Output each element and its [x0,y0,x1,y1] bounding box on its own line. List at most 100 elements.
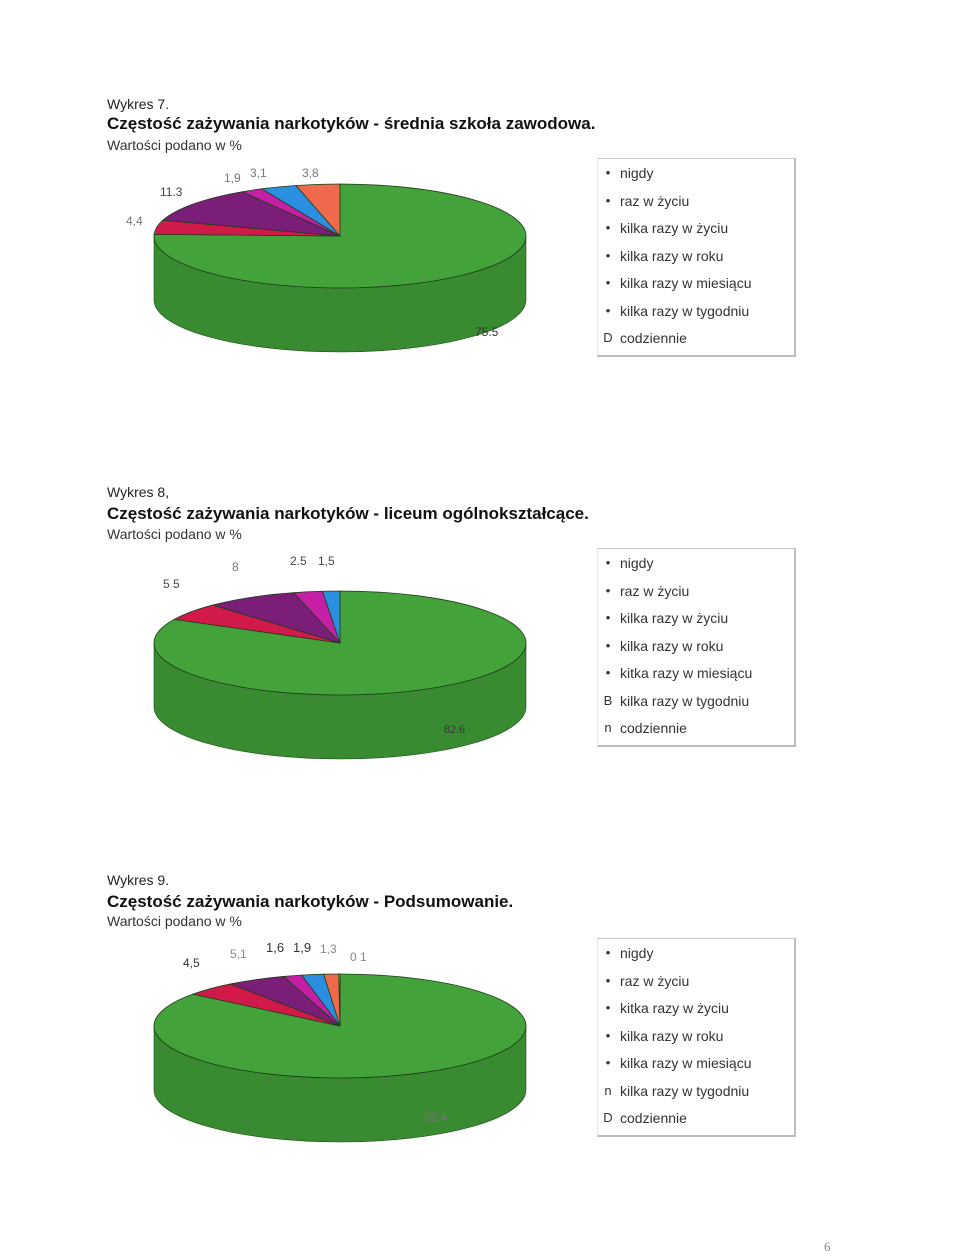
legend-label: kilka razy w tygodniu [620,1082,750,1099]
legend: • nigdy • raz w życiu • kitka razy w życiu • ki… [597,938,796,1137]
value-label: 0 1 [350,950,367,964]
legend-label: kilka razy w życiu [620,220,729,236]
legend-label: kitka razy w życiu [620,1000,729,1016]
pie-slice-codziennie [338,973,341,1027]
legend-marker: • [605,220,611,235]
legend-item: • kilka razy w roku [606,247,724,264]
value-label: 11.3 [160,185,183,199]
pie-slice-nigdy [153,973,527,1079]
legend-item: • kilka razy w miesiącu [606,275,752,291]
chart-subtitle: Wartości podano w % [107,913,242,929]
legend-label: raz w życiu [620,192,690,209]
legend-marker: • [605,972,611,988]
pie-slice-kilka-razy-w-tygodniu [295,183,341,238]
legend-label: kilka razy w miesiącu [620,275,752,291]
chart-subtitle: Wartości podano w % [107,526,242,542]
legend-marker: n [604,720,612,735]
pie-chart-9 [153,973,527,1143]
legend-item: n kilka razy w tygodniu [604,1082,750,1099]
pie-slice-kilka-razy-w-miesiącu [321,590,341,644]
legend-marker: • [605,1027,611,1043]
legend-marker: • [605,637,611,653]
value-label: 1,9 [224,171,241,185]
legend-marker: D [603,1110,613,1125]
value-label: 5,1 [230,947,247,961]
legend-label: kilka razy w roku [620,247,724,264]
legend-label: codziennie [620,1110,687,1126]
value-label: 3,1 [250,166,267,180]
legend-label: kilka razy w roku [620,1027,724,1044]
legend-label: nigdy [620,555,654,571]
legend-marker: B [603,692,613,708]
legend-label: codziennie [620,720,687,736]
value-label: 75.5 [475,325,499,339]
legend-item: • kitka razy w miesiącu [606,665,753,681]
legend-marker: • [605,610,611,625]
legend-label: codziennie [620,330,687,346]
chart-section-8: Wykres 8, Częstość zażywania narkotyków … [0,440,960,840]
legend-item: • kilka razy w roku [606,1027,724,1044]
legend-label: kilka razy w tygodniu [620,692,750,709]
legend-item: • nigdy [606,945,654,961]
chart-title: Częstość zażywania narkotyków - liceum o… [107,504,589,523]
legend-marker: • [605,302,611,318]
legend-item: n codziennie [604,720,687,736]
legend-marker: • [605,1000,611,1015]
page-number: 6 [824,1239,831,1254]
legend-marker: • [605,247,611,263]
value-label: 1,9 [293,940,312,955]
legend-label: nigdy [620,165,654,181]
legend-item: • kitka razy w życiu [606,1000,729,1016]
legend-marker: • [605,275,611,290]
value-label: 85,4 [424,1110,448,1124]
value-label: 82.6 [444,722,465,736]
value-label: 3,8 [302,166,319,180]
legend-item: • raz w życiu [606,192,690,209]
legend-marker: • [605,555,611,570]
legend-label: raz w życiu [620,582,690,599]
legend-item: • kilka razy w tygodniu [606,302,750,319]
value-label: 1,3 [320,942,337,956]
value-label: 8 [232,560,239,574]
pie-slice-kilka-razy-w-życiu [211,592,342,644]
legend-marker: • [605,582,611,598]
legend-marker: • [605,665,611,680]
legend-item: • kilka razy w roku [606,637,724,654]
legend-label: nigdy [620,945,654,961]
value-label: 4,5 [183,956,200,970]
chart-section-9: Wykres 9. Częstość zażywania narkotyków … [0,840,960,1240]
legend-marker: • [605,192,611,208]
chart-title: Częstość zażywania narkotyków - Podsumow… [107,892,514,911]
legend-item: • kilka razy w życiu [606,610,729,626]
legend-label: kilka razy w życiu [620,610,729,626]
legend-label: kilka razy w miesiącu [620,1055,752,1071]
value-label: 5 5 [163,577,180,591]
legend-marker: n [604,1082,612,1098]
legend-marker: • [605,165,611,180]
legend-item: • nigdy [606,555,654,571]
chart-section-7: Wykres 7. Częstość zażywania narkotyków … [0,0,960,440]
legend-label: kitka razy w miesiącu [620,665,753,681]
value-label: 4,4 [126,214,143,228]
chart-number: Wykres 8, [107,484,170,500]
chart-subtitle: Wartości podano w % [107,137,242,153]
pie-slice-kilka-razy-w-życiu [161,191,341,237]
chart-number: Wykres 9. [107,872,170,888]
legend-label: kilka razy w roku [620,637,724,654]
legend-item: • nigdy [606,165,654,181]
value-label: 1,5 [318,554,335,568]
legend-item: • raz w życiu [606,972,690,989]
pie-chart-8 [153,590,527,760]
legend-item: • kilka razy w miesiącu [606,1055,752,1071]
legend-marker: D [603,330,613,345]
legend-label: raz w życiu [620,972,690,989]
legend-marker: • [605,945,611,960]
value-label: 1,6 [266,940,285,955]
legend-item: • kilka razy w życiu [606,220,729,236]
legend-item: • raz w życiu [606,582,690,599]
legend-label: kilka razy w tygodniu [620,302,750,319]
value-label: 2.5 [290,554,307,568]
